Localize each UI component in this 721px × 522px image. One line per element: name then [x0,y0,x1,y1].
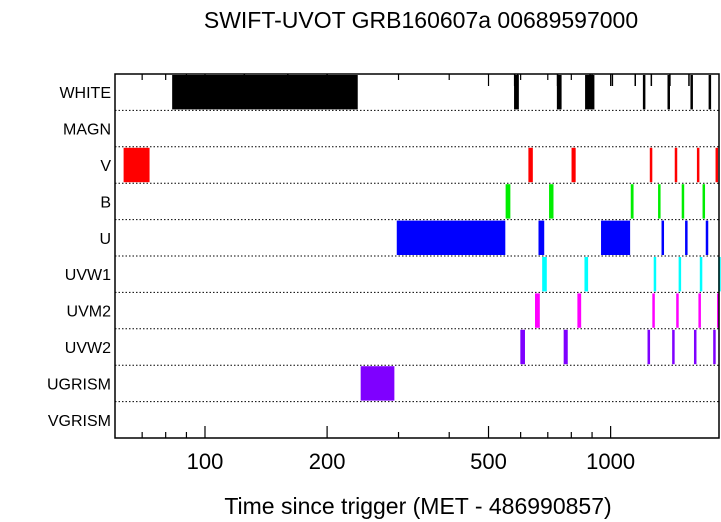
bar-uvm2-5 [716,293,720,328]
x-axis-label: Time since trigger (MET - 486990857) [224,493,611,519]
bar-u-5 [705,220,709,255]
bar-white-4 [642,75,646,110]
bar-v-2 [571,147,576,183]
bar-v-5 [696,147,700,183]
bar-uvm2-1 [577,293,582,328]
bar-uvm2-0 [535,293,540,328]
bar-uvw1-4 [699,257,703,292]
bar-uvw2-1 [563,329,568,365]
x-tick-label-100: 100 [187,449,224,474]
chart-title: SWIFT-UVOT GRB160607a 00689597000 [204,7,638,33]
exposure-bars [123,75,721,401]
bar-u-1 [538,220,545,255]
bar-b-1 [549,184,554,219]
x-tick-label-500: 500 [470,449,507,474]
bar-white-7 [708,75,712,110]
filter-label-u: U [99,231,111,248]
bar-uvw2-2 [647,329,651,365]
filter-label-uvm2: UVM2 [67,304,112,321]
bar-uvw1-2 [653,257,657,292]
bar-b-0 [505,184,511,219]
bar-u-0 [396,220,506,255]
filter-label-ugrism: UGRISM [47,376,111,393]
filter-label-v: V [100,158,111,175]
bar-uvm2-2 [652,293,655,328]
bar-uvw2-5 [713,329,716,365]
plot-frame [114,73,720,439]
bar-b-3 [658,184,661,219]
filter-rows [115,109,719,403]
bar-uvw1-3 [678,257,682,292]
bar-uvm2-3 [676,293,679,328]
filter-label-magn: MAGN [63,122,111,139]
bar-white-6 [690,75,693,110]
bar-v-1 [528,147,533,183]
bar-b-4 [681,184,685,219]
bar-white-5 [667,75,670,110]
bar-white-3 [585,75,595,110]
x-axis-ticks [141,74,690,438]
bar-u-4 [685,220,688,255]
x-axis-tick-labels: 100 200 500 1000 [187,449,635,474]
bar-v-6 [715,147,719,183]
bar-uvw2-0 [520,329,525,365]
filter-label-uvw1: UVW1 [65,267,111,284]
bar-uvm2-4 [698,293,701,328]
x-tick-label-200: 200 [309,449,346,474]
bar-v-0 [123,147,150,183]
bar-v-4 [674,147,678,183]
bar-uvw1-0 [542,257,547,292]
bar-white-2 [556,75,562,110]
bar-uvw1-1 [584,257,589,292]
bar-uvw2-4 [693,329,697,365]
filter-label-b: B [100,194,111,211]
filter-label-uvw2: UVW2 [65,340,111,357]
bar-ugrism-0 [360,366,395,401]
filter-label-vgrism: VGRISM [48,413,111,430]
bar-v-3 [649,147,653,183]
y-axis-labels: WHITE MAGN V B U UVW1 UVM2 UVW2 UGRISM VGRISM [47,85,111,430]
bar-u-2 [601,220,631,255]
bar-u-3 [661,220,665,255]
bar-b-5 [702,184,706,219]
bar-white-0 [172,75,358,110]
bar-b-2 [630,184,634,219]
bar-white-1 [514,75,519,110]
x-tick-label-1000: 1000 [586,449,635,474]
filter-label-white: WHITE [59,85,111,102]
bar-uvw2-3 [672,329,675,365]
